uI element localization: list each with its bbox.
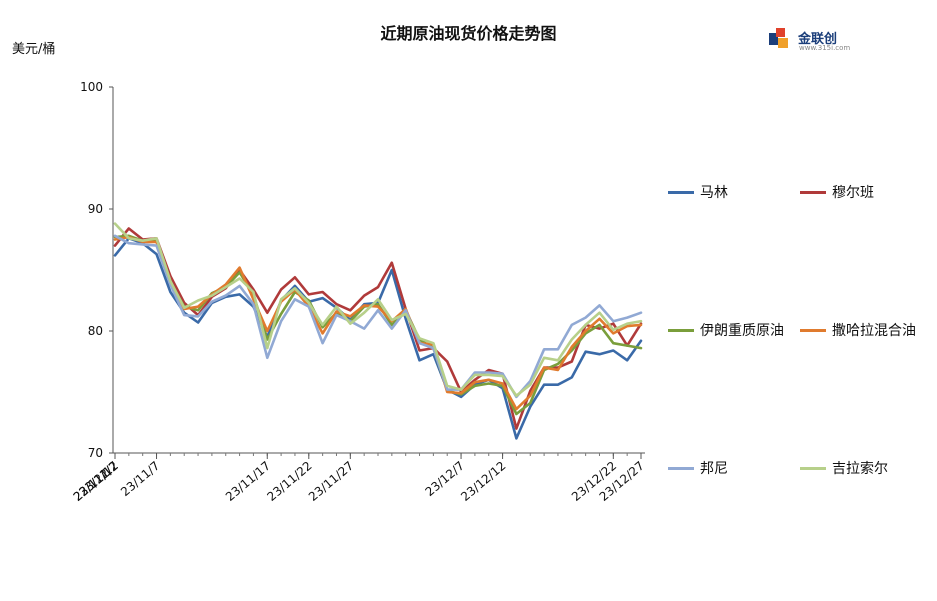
x-tick-label: 23/12/17 [71,459,121,504]
series-line [113,234,643,416]
legend-label: 穆尔班 [832,185,874,201]
legend-item-girassol: 吉拉索尔 [800,458,888,478]
series-line [113,237,643,440]
logo-icon [769,28,788,48]
y-tick-label: 100 [80,80,103,94]
x-tick-label: 23/11/22 [264,459,314,504]
x-tick-label: 23/11/27 [306,459,356,504]
legend-swatch [800,466,826,470]
logo-text: 金联创 [798,32,838,47]
x-tick-label: 23/12/12 [458,459,508,504]
legend-swatch [668,466,694,470]
series-line [113,235,643,411]
series-line [113,227,643,430]
y-tick-label: 70 [88,446,103,460]
logo-subtext: www.315i.com [799,44,851,52]
series-line [113,234,643,399]
legend-label: 吉拉索尔 [832,461,888,477]
series-line [113,222,643,398]
legend-item-murban: 穆尔班 [800,182,874,202]
legend-label: 伊朗重质原油 [700,323,784,339]
legend-label: 撒哈拉混合油 [832,323,916,339]
legend-swatch [668,328,694,332]
y-tick-label: 80 [88,324,103,338]
logo: 金联创 www.315i.com [766,24,856,54]
legend-swatch [800,190,826,194]
chart-title: 近期原油现货价格走势图 [380,24,557,43]
legend-swatch [668,190,694,194]
legend-item-iran-heavy: 伊朗重质原油 [668,320,784,340]
x-tick-label: 23/11/7 [118,459,162,499]
y-axis-unit: 美元/桶 [12,42,56,57]
x-tick-label: 23/11/17 [223,459,273,504]
legend-item-bonny: 邦尼 [668,458,728,478]
legend-label: 马林 [700,185,728,201]
y-tick-label: 90 [88,202,103,216]
legend-item-saharan-blend: 撒哈拉混合油 [800,320,916,340]
legend-label: 邦尼 [700,461,728,477]
legend-item-marlin: 马林 [668,182,728,202]
legend-swatch [800,328,826,332]
